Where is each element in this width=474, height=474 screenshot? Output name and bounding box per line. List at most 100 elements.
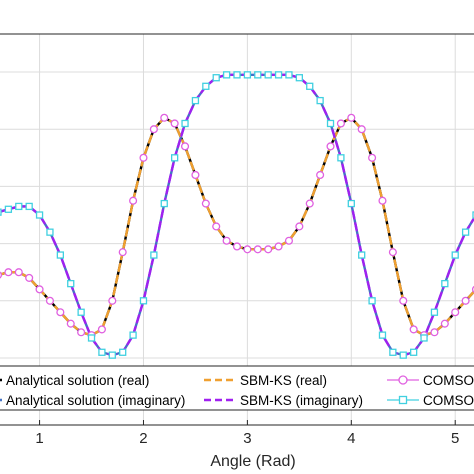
plot-frame	[0, 33, 474, 426]
series-5-point	[389, 348, 397, 356]
series-4-point	[97, 325, 106, 334]
series-4-point	[305, 199, 314, 208]
x-tick-label-3: 3	[243, 430, 251, 447]
series-4-point	[56, 308, 65, 317]
series-4-point	[461, 296, 470, 305]
series-4-point	[378, 196, 387, 205]
series-markers	[0, 71, 474, 359]
series-4-point	[180, 142, 190, 151]
series-5-point	[202, 82, 210, 90]
series-5-point	[316, 96, 324, 105]
x-axis-label: Angle (Rad)	[210, 453, 295, 470]
series-5-point	[67, 279, 75, 288]
series-4-point	[409, 325, 418, 334]
x-tick-label-1: 1	[35, 430, 43, 447]
series-5-point	[222, 71, 231, 79]
series-4-point	[347, 113, 356, 122]
series-line-3	[0, 73, 474, 357]
series-5-point	[347, 199, 355, 208]
series-5-point	[119, 348, 127, 356]
legend-marker-4	[398, 375, 408, 385]
series-4-point	[160, 113, 169, 122]
series-5-point	[420, 334, 428, 342]
series-5-point	[368, 297, 376, 305]
series-5-point	[233, 71, 241, 79]
series-4-point	[170, 119, 179, 128]
series-5-point	[337, 154, 345, 162]
series-4-point	[222, 236, 231, 245]
series-4-point	[336, 119, 345, 128]
series-5-point	[358, 251, 366, 259]
series-5-point	[129, 331, 137, 339]
series-4-point	[399, 296, 408, 305]
series-5-point	[4, 205, 13, 213]
series-4-point	[212, 222, 221, 231]
legend: Analytical solution (real) Analytical sol…	[0, 365, 474, 411]
series-5-point	[212, 74, 220, 82]
series-4-point	[4, 268, 13, 277]
series-5-point	[181, 119, 189, 128]
series-5-point	[77, 308, 85, 316]
series-4-point	[243, 245, 252, 254]
plot-border	[0, 33, 474, 426]
series-4-point	[326, 142, 335, 151]
series-4-point	[201, 199, 210, 208]
series-4-point	[139, 153, 148, 162]
series-5-point	[56, 251, 64, 259]
series-5-point	[243, 71, 252, 79]
series-4-point	[25, 273, 34, 282]
series-4-point	[0, 271, 3, 279]
legend-label-0: Analytical solution (real)	[6, 373, 149, 388]
series-5-point	[451, 251, 459, 259]
legend-label-1: Analytical solution (imaginary)	[6, 393, 185, 408]
series-5-point	[274, 71, 283, 79]
series-5-point	[191, 96, 200, 105]
legend-label-2: SBM-KS (real)	[240, 373, 327, 388]
series-4-point	[191, 170, 200, 180]
series-5-point	[150, 251, 158, 259]
x-tick-labels: 1 2 3 4 5	[35, 430, 459, 447]
series-line-5	[0, 74, 474, 356]
series-5-point	[306, 82, 314, 90]
series-4-point	[45, 296, 55, 305]
series-5-point	[35, 211, 44, 219]
legend-label-5: COMSO	[423, 393, 474, 408]
series-5-point	[326, 119, 335, 128]
series-5-point	[399, 351, 407, 359]
series-5-point	[139, 297, 148, 305]
series-5-point	[285, 71, 293, 79]
series-5-point	[441, 279, 449, 288]
series-5-point	[430, 308, 439, 316]
x-tick-label-2: 2	[139, 430, 147, 447]
series-4-point	[232, 242, 242, 251]
series-5-point	[254, 71, 262, 79]
series-5-point	[98, 348, 106, 356]
series-5-point	[461, 228, 470, 236]
series-4-point	[368, 153, 377, 162]
series-4-point	[430, 328, 439, 337]
series-5-point	[46, 228, 54, 236]
legend-marker-5	[398, 395, 408, 405]
series-line-1	[0, 73, 474, 357]
series-5-point	[15, 202, 23, 211]
series-4-point	[66, 319, 75, 328]
series-5-point	[87, 334, 96, 342]
series-4-point	[388, 248, 397, 257]
series-4-point	[274, 242, 283, 251]
series-4-point	[264, 245, 273, 254]
legend-box	[0, 365, 474, 411]
series-5-point	[108, 351, 116, 359]
series-4-point	[284, 236, 294, 245]
series-lines	[0, 73, 474, 357]
series-4-point	[451, 308, 460, 317]
series-5-point	[0, 208, 2, 216]
series-5-point	[171, 154, 179, 162]
x-tick-label-5: 5	[451, 430, 459, 447]
series-4-point	[295, 222, 304, 231]
series-4-point	[14, 268, 23, 277]
series-5-point	[410, 348, 418, 356]
series-4-point	[149, 125, 158, 134]
series-4-point	[77, 328, 86, 337]
series-4-point	[440, 319, 449, 328]
